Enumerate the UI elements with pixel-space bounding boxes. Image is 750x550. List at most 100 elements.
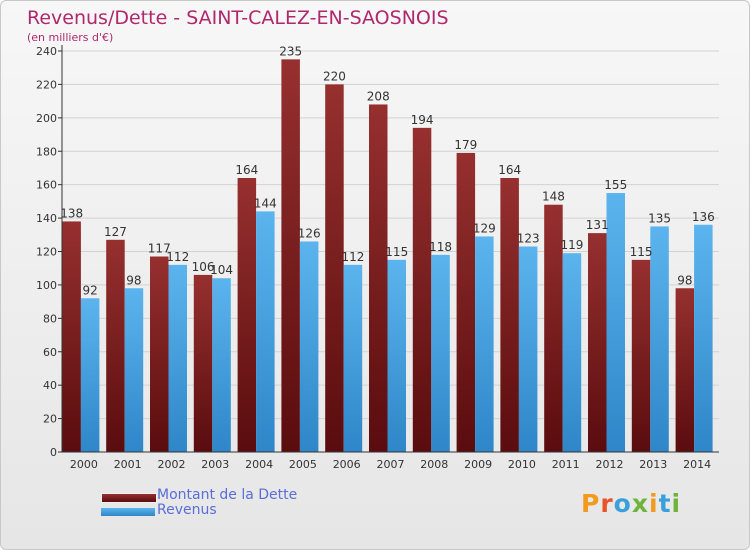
- y-tick-label: 180: [36, 145, 57, 158]
- data-label-revenus: 135: [648, 211, 671, 225]
- x-tick-label: 2014: [683, 458, 711, 471]
- logo-letter: o: [613, 489, 632, 518]
- x-tick-label: 2005: [289, 458, 317, 471]
- bar-revenus: [518, 246, 538, 452]
- bar-revenus: [431, 254, 450, 452]
- bar-revenus: [562, 253, 582, 452]
- logo-letter: i: [649, 489, 659, 518]
- y-tick-label: 160: [36, 179, 57, 192]
- legend-swatch-revenus: [101, 508, 155, 516]
- data-label-dette: 148: [542, 190, 565, 204]
- data-label-dette: 117: [148, 242, 171, 256]
- bar-dette: [62, 221, 81, 452]
- bar-revenus: [124, 288, 144, 452]
- legend-label-debt: Montant de la Dette: [157, 487, 298, 503]
- y-tick-label: 200: [36, 112, 57, 125]
- bars: [62, 59, 713, 453]
- bar-dette: [369, 104, 388, 452]
- data-label-dette: 106: [192, 260, 215, 274]
- x-tick-label: 2012: [596, 458, 624, 471]
- data-label-dette: 164: [235, 163, 258, 177]
- bar-dette: [106, 239, 125, 452]
- data-label-dette: 131: [586, 218, 609, 232]
- chart-subtitle: (en milliers d'€): [27, 31, 114, 44]
- x-tick-label: 2011: [552, 458, 580, 471]
- legend-label-revenus: Revenus: [157, 502, 217, 518]
- x-tick-label: 2008: [420, 458, 448, 471]
- bar-revenus: [168, 264, 187, 452]
- data-label-dette: 115: [630, 245, 653, 259]
- data-label-revenus: 119: [560, 238, 583, 252]
- x-tick-label: 2009: [464, 458, 492, 471]
- bar-revenus: [80, 298, 100, 452]
- y-tick-label: 40: [43, 379, 57, 392]
- data-label-revenus: 115: [385, 245, 408, 259]
- data-label-revenus: 112: [166, 250, 189, 264]
- chart-title: Revenus/Dette - SAINT-CALEZ-EN-SAOSNOIS: [27, 7, 449, 29]
- x-tick-label: 2000: [70, 458, 98, 471]
- legend-swatch-debt: [101, 493, 157, 503]
- bar-dette: [237, 177, 257, 452]
- data-label-revenus: 144: [254, 196, 277, 210]
- data-label-dette: 179: [454, 138, 477, 152]
- x-tick-label: 2007: [377, 458, 405, 471]
- logo-letter: r: [600, 489, 614, 518]
- bar-revenus: [606, 193, 625, 453]
- axes: 0 20 40 60 80 100 120 140 160 180 200 220 240 2000 200…: [36, 45, 719, 471]
- bar-dette: [588, 233, 607, 452]
- data-label-revenus: 104: [210, 263, 233, 277]
- data-label-revenus: 126: [298, 226, 321, 240]
- data-label-dette: 220: [323, 69, 346, 83]
- x-tick-label: 2006: [333, 458, 361, 471]
- y-tick-label: 20: [43, 413, 57, 426]
- bar-revenus: [475, 236, 494, 452]
- bar-dette: [631, 259, 651, 452]
- logo-letter: x: [631, 489, 649, 518]
- data-label-revenus: 123: [517, 231, 540, 245]
- data-label-dette: 235: [279, 44, 302, 58]
- bar-revenus: [343, 264, 363, 452]
- logo-letter: P: [581, 489, 601, 518]
- data-label-revenus: 92: [83, 283, 98, 297]
- x-tick-label: 2001: [114, 458, 142, 471]
- bar-dette: [281, 59, 300, 453]
- y-tick-label: 240: [36, 45, 57, 58]
- data-label-dette: 98: [677, 273, 692, 287]
- data-label-dette: 127: [104, 225, 127, 239]
- data-label-revenus: 112: [341, 250, 364, 264]
- data-label-dette: 208: [367, 89, 390, 103]
- bar-dette: [325, 84, 344, 453]
- y-tick-label: 220: [36, 78, 57, 91]
- bar-dette: [456, 152, 476, 452]
- x-tick-label: 2013: [639, 458, 667, 471]
- logo-letter: t: [658, 489, 672, 518]
- y-tick-label: 80: [43, 312, 57, 325]
- data-label-revenus: 129: [473, 221, 496, 235]
- data-label-revenus: 98: [126, 273, 141, 287]
- bar-revenus: [694, 224, 713, 452]
- data-label-dette: 194: [411, 113, 434, 127]
- x-tick-label: 2002: [158, 458, 186, 471]
- data-labels: 1389212798117112106104164144235126220112…: [60, 44, 715, 297]
- y-tick-label: 0: [50, 446, 57, 459]
- y-tick-label: 100: [36, 279, 57, 292]
- proxiti-logo: Proxiti: [581, 489, 681, 518]
- bar-revenus: [256, 211, 275, 452]
- bar-dette: [193, 274, 213, 452]
- bar-dette: [544, 204, 563, 452]
- logo-letter: i: [671, 489, 682, 518]
- bar-dette: [675, 288, 695, 452]
- x-tick-label: 2004: [245, 458, 273, 471]
- data-label-dette: 164: [498, 163, 521, 177]
- bar-revenus: [387, 259, 406, 452]
- bar-revenus: [299, 241, 319, 452]
- y-tick-label: 60: [43, 346, 57, 359]
- data-label-revenus: 118: [429, 240, 452, 254]
- y-tick-label: 140: [36, 212, 57, 225]
- x-tick-label: 2010: [508, 458, 536, 471]
- data-label-dette: 138: [60, 206, 83, 220]
- bar-dette: [150, 256, 169, 452]
- bar-dette: [412, 127, 432, 452]
